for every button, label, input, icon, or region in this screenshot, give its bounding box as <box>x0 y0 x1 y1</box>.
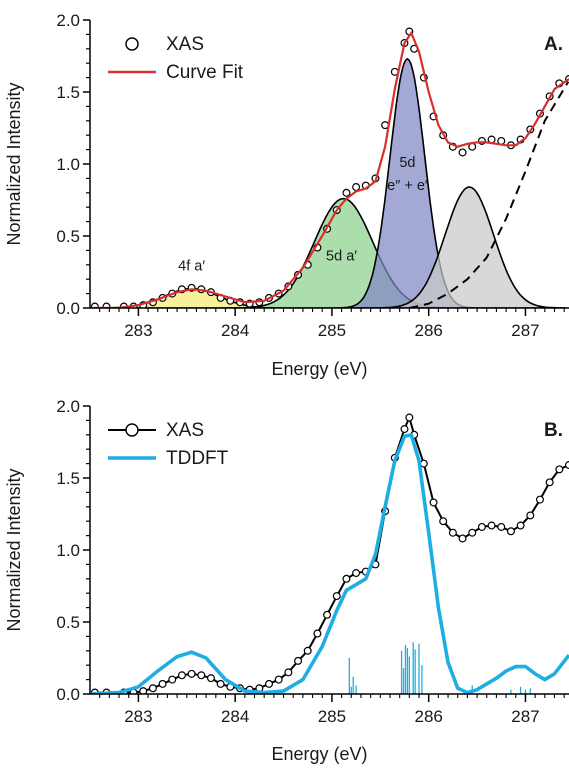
plot-area <box>90 413 569 694</box>
legend-xas-label: XAS <box>166 34 204 55</box>
xas-data-point <box>352 569 361 578</box>
xas-data-point <box>439 517 448 526</box>
x-tick-label: 287 <box>511 707 539 726</box>
xas-data-point <box>555 465 564 474</box>
xas-data-point <box>102 302 111 308</box>
x-tick-label: 284 <box>221 321 249 340</box>
peak-label-4f: 4f a′ <box>178 259 205 275</box>
x-tick-label: 284 <box>221 707 249 726</box>
xas-data-point <box>323 610 332 619</box>
xas-data-point <box>197 671 206 680</box>
xas-data-point <box>265 679 274 688</box>
legend-xas-label: XAS <box>166 420 204 441</box>
x-tick-label: 286 <box>414 707 442 726</box>
legend-fit-label: Curve Fit <box>166 62 244 83</box>
xas-data-point <box>206 674 215 683</box>
xas-data-point <box>90 302 99 308</box>
y-tick-label: 2.0 <box>56 397 80 416</box>
xas-data-point <box>332 592 341 601</box>
legend-xas-marker <box>125 423 139 437</box>
peak-label-5d: 5d <box>399 155 415 171</box>
y-axis-title: Normalized Intensity <box>4 468 24 631</box>
xas-data-point <box>405 413 414 422</box>
legend-xas-marker <box>125 37 139 51</box>
xas-data-point <box>274 675 283 684</box>
y-tick-label: 2.0 <box>56 11 80 30</box>
xas-data-point <box>468 528 477 537</box>
xas-data-point <box>400 425 409 434</box>
xas-data-point <box>168 675 177 684</box>
panel-b: 0.0 0.5 1.0 1.5 2.0 283 284 285 286 287 Energy (eV… <box>4 397 569 764</box>
xas-data-point <box>216 679 225 688</box>
xas-data-point <box>565 461 569 470</box>
xas-data-point <box>139 687 148 694</box>
xas-data-point <box>303 646 312 655</box>
y-tick-label: 0.5 <box>56 613 80 632</box>
x-tick-label: 285 <box>318 707 346 726</box>
panel-label: B. <box>544 420 563 441</box>
step-background-line <box>409 79 569 308</box>
peak-label-5d-a: 5d a′ <box>326 248 357 264</box>
y-axis-title: Normalized Intensity <box>4 82 24 245</box>
xas-data-point <box>458 534 467 543</box>
xas-data-point <box>158 679 167 688</box>
x-tick-label: 287 <box>511 321 539 340</box>
y-tick-label: 0.0 <box>56 685 80 704</box>
panel-label: A. <box>544 34 563 55</box>
xas-data-point <box>506 527 515 536</box>
xas-data-point <box>313 629 322 638</box>
y-tick-label: 1.5 <box>56 469 80 488</box>
xas-data-point <box>497 522 506 531</box>
x-tick-label: 286 <box>414 321 442 340</box>
xas-data-point <box>342 574 351 583</box>
xas-data-point <box>187 669 196 678</box>
xas-data-point <box>284 668 293 677</box>
x-axis-title: Energy (eV) <box>271 359 367 379</box>
y-tick-label: 1.0 <box>56 541 80 560</box>
xas-data-point <box>545 478 554 487</box>
xas-data-point <box>148 684 157 693</box>
xas-data-point <box>429 498 438 507</box>
xas-data-point <box>458 148 467 157</box>
xas-data-point <box>342 188 351 197</box>
curve-fit-line <box>90 30 569 308</box>
peak-component-4 <box>372 186 567 308</box>
panel-a: 0.0 0.5 1.0 1.5 2.0 283 284 285 286 287 Energy (eV… <box>4 11 569 379</box>
xas-data-point <box>516 521 525 530</box>
xas-data-point <box>448 528 457 537</box>
xas-data-point <box>294 656 303 665</box>
y-tick-label: 0.5 <box>56 227 80 246</box>
y-tick-label: 1.5 <box>56 83 80 102</box>
xas-data-point <box>487 521 496 530</box>
xas-data-point <box>526 511 535 520</box>
x-tick-label: 285 <box>318 321 346 340</box>
xas-data-point <box>535 495 544 504</box>
x-tick-label: 283 <box>124 707 152 726</box>
x-tick-label: 283 <box>124 321 152 340</box>
plot-area <box>90 27 569 308</box>
xas-data-point <box>177 671 186 680</box>
xas-data-point <box>477 522 486 531</box>
xas-data-point <box>352 183 361 192</box>
y-tick-label: 0.0 <box>56 299 80 318</box>
legend-tddft-label: TDDFT <box>166 448 229 469</box>
x-axis-title: Energy (eV) <box>271 744 367 764</box>
y-tick-label: 1.0 <box>56 155 80 174</box>
tddft-line <box>90 432 569 694</box>
peak-label-e: e″ + e′ <box>387 178 428 194</box>
